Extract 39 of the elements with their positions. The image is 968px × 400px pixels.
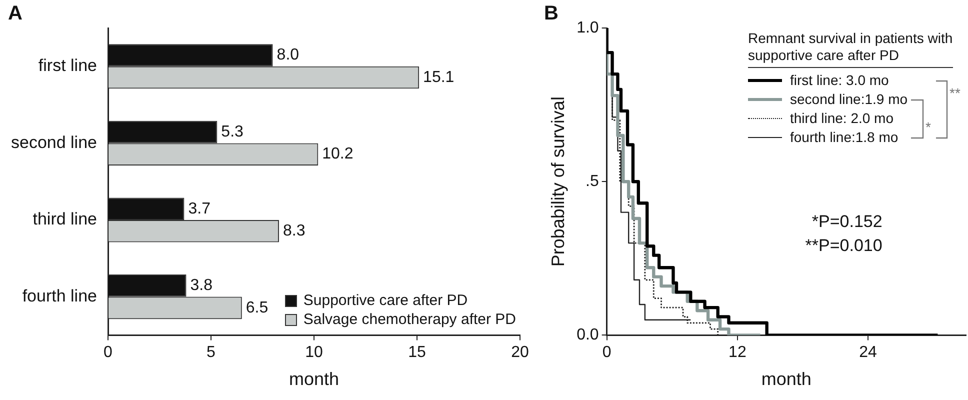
data-label: 8.3 — [282, 222, 306, 240]
annotation: *P=0.152 — [812, 212, 882, 232]
x-tick-label: 15 — [408, 344, 426, 362]
annotation: ** — [950, 85, 960, 101]
legend-title: Remnant survival in patients with supportive care after PD — [748, 30, 953, 65]
legend-label: fourth line:1.8 mo — [790, 128, 898, 147]
x-tick-label: 24 — [859, 344, 878, 362]
x-tick-label: 20 — [511, 344, 529, 362]
chart-title: A — [8, 2, 22, 25]
y-tick-label: 1.0 — [576, 19, 599, 36]
y-tick-label: third line — [32, 210, 98, 229]
annotation: * — [926, 119, 931, 135]
annotation: **P=0.010 — [805, 236, 882, 256]
y-tick-label: 0.0 — [576, 326, 599, 344]
y-axis-title: Probability of survival — [548, 96, 568, 267]
x-tick-label: 5 — [206, 344, 216, 362]
x-tick-label: 0 — [104, 344, 113, 362]
legend-label: Salvage chemotherapy after PD — [303, 310, 516, 330]
chart-title: B — [544, 2, 558, 25]
data-label: 5.3 — [221, 123, 244, 140]
data-label: 15.1 — [423, 68, 454, 86]
x-axis-title: month — [288, 369, 340, 390]
y-tick-label: fourth line — [22, 286, 98, 306]
y-tick-label: .5 — [586, 173, 599, 190]
legend-label: third line: 2.0 mo — [790, 109, 894, 128]
x-tick-label: 0 — [602, 344, 612, 362]
y-tick-label: second line — [10, 132, 98, 152]
data-label: 3.7 — [188, 200, 211, 218]
data-label: 10.2 — [322, 146, 354, 163]
x-axis-title: month — [761, 369, 812, 390]
legend-label: first line: 3.0 mo — [790, 71, 889, 90]
y-tick-label: first line — [38, 56, 98, 76]
legend-label: second line:1.9 mo — [790, 90, 908, 109]
x-tick-label: 12 — [728, 344, 746, 362]
data-label: 8.0 — [276, 46, 300, 64]
x-tick-label: 10 — [305, 344, 323, 362]
legend-label: Supportive care after PD — [303, 291, 468, 310]
data-label: 3.8 — [190, 277, 213, 294]
data-label: 6.5 — [246, 299, 268, 316]
